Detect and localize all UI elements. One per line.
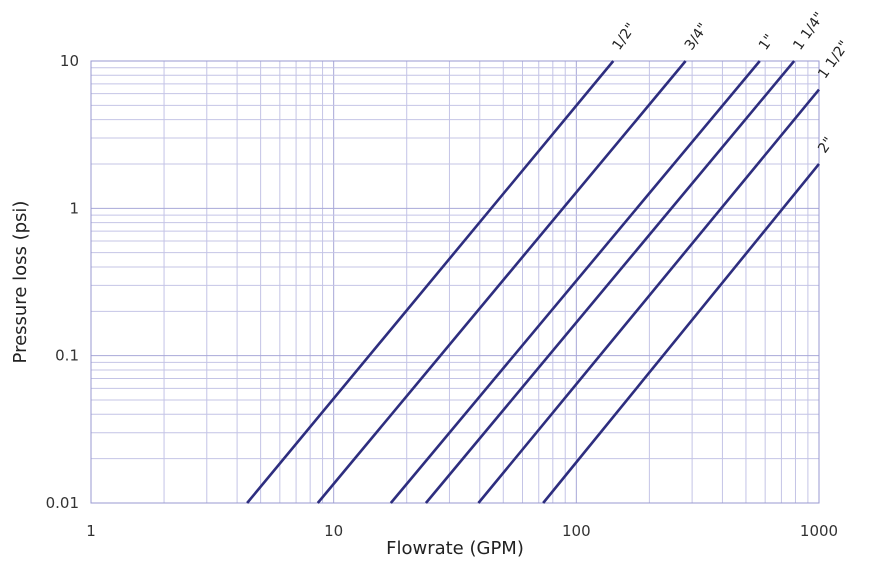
grid [90,61,819,504]
x-tick-labels: 1 10 100 1000 [86,522,838,540]
series-line [246,60,615,504]
series-line [424,60,796,504]
x-tick-label: 1000 [800,522,838,540]
x-tick-label: 1 [86,522,96,540]
y-axis-title: Pressure loss (psi) [10,201,31,364]
series-label: 2" [815,135,837,157]
x-tick-label: 100 [562,522,591,540]
y-tick-label: 0.1 [55,347,79,365]
x-tick-label: 10 [324,522,343,540]
series-line [477,88,821,504]
y-tick-labels: 0.01 0.1 1 10 [46,52,79,512]
series-line [542,163,821,504]
series-lines [246,60,821,504]
x-axis-title: Flowrate (GPM) [386,538,524,559]
y-tick-label: 1 [69,199,79,217]
series-line [389,60,761,504]
y-tick-label: 0.01 [46,494,79,512]
series-label: 1/2" [609,20,639,53]
y-tick-label: 10 [60,52,79,70]
series-label: 1 1/2" [815,38,852,82]
series-labels: 1/2" 3/4" 1" 1 1/4"1 1/2" 2" [609,9,852,156]
plot-frame [90,60,820,504]
series-label: 3/4" [682,20,712,53]
series-line [316,60,687,504]
series-label: 1" [756,32,778,54]
series-label: 1 1/4" [790,9,827,53]
